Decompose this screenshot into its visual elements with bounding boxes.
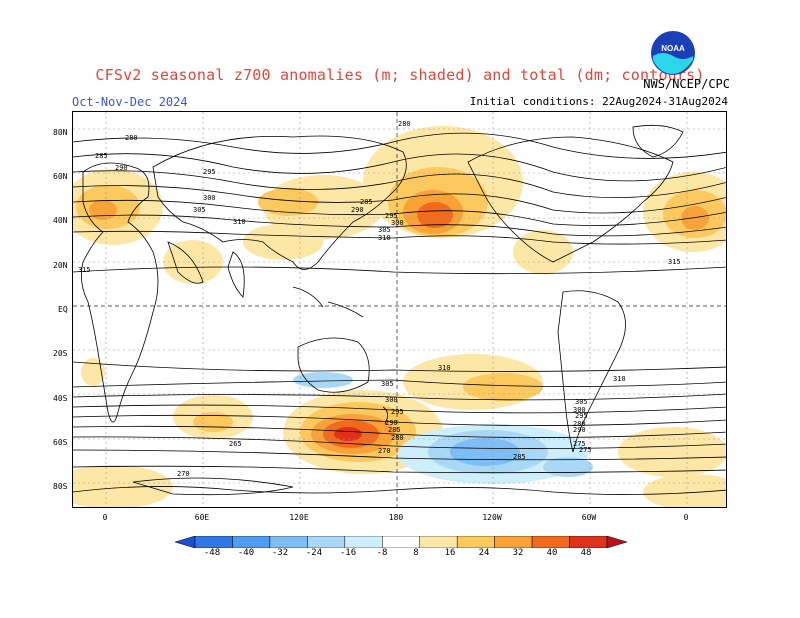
contour-label: 290	[573, 426, 586, 434]
contour-label: 305	[575, 398, 588, 406]
contour-label: 290	[385, 419, 398, 427]
map-panel: 280 285 290 295 300 305 310 315 280 285 …	[72, 111, 727, 508]
lat-label-eq: EQ	[58, 305, 68, 314]
contour-label: 295	[203, 168, 216, 176]
lat-label-80n: 80N	[53, 128, 68, 137]
contour-label: 270	[177, 470, 190, 478]
contour-label: 285	[513, 453, 526, 461]
chart-title: CFSv2 seasonal z700 anomalies (m; shaded…	[95, 66, 705, 84]
colorbar-box	[307, 536, 346, 548]
contour-label: 265	[229, 440, 242, 448]
colorbar-box	[456, 536, 495, 548]
contour-label: 315	[668, 258, 681, 266]
contour-label: 300	[203, 194, 216, 202]
colorbar-box	[531, 536, 570, 548]
colorbar-box	[419, 536, 458, 548]
colorbar-label: 8	[413, 548, 419, 558]
lat-label-60n: 60N	[53, 172, 68, 181]
contour-label: 310	[438, 364, 451, 372]
contour-label: 270	[378, 447, 391, 455]
equator-dateline	[73, 112, 726, 507]
contour-label: 305	[378, 226, 391, 234]
contour-label: 310	[613, 375, 626, 383]
season-label: Oct-Nov-Dec 2024	[72, 95, 188, 109]
map-canvas: 280 285 290 295 300 305 310 315 280 285 …	[73, 112, 726, 507]
negative-anomaly-shading	[293, 372, 593, 484]
contour-label: 285	[388, 426, 401, 434]
contour-label: 275	[579, 446, 592, 454]
logo-text: NOAA	[661, 44, 685, 53]
contour-label: 290	[351, 206, 364, 214]
contour-label: 305	[381, 380, 394, 388]
colorbar-label: -24	[305, 548, 323, 558]
coastlines	[73, 124, 726, 495]
contour-label: 290	[115, 164, 128, 172]
colorbar-box	[569, 536, 608, 548]
lat-label-20n: 20N	[53, 261, 68, 270]
contour-label: 300	[573, 406, 586, 414]
lon-label-0-east: 0	[683, 513, 689, 522]
contour-label: 285	[360, 198, 373, 206]
colorbar-box	[494, 536, 533, 548]
colorbar-box	[344, 536, 383, 548]
lat-label-40n: 40N	[53, 216, 68, 225]
contour-label: 315	[78, 266, 91, 274]
colorbar-label: -48	[203, 548, 221, 558]
contour-label: 280	[398, 120, 411, 128]
colorbar-box	[232, 536, 271, 548]
contour-labels: 280 285 290 295 300 305 310 315 280 285 …	[78, 120, 681, 478]
colorbar-box	[382, 536, 420, 548]
colorbar-label: 24	[478, 548, 490, 558]
lon-label-180: 180	[388, 513, 404, 522]
lat-label-20s: 20S	[53, 349, 68, 358]
colorbar-label: 40	[546, 548, 558, 558]
lat-label-80s: 80S	[53, 482, 68, 491]
colorbar-box	[194, 536, 233, 548]
lon-label-120w: 120W	[482, 513, 502, 522]
colorbar-boxes	[194, 536, 608, 548]
contour-label: 280	[573, 420, 586, 428]
lat-label-40s: 40S	[53, 394, 68, 403]
colorbar	[175, 536, 627, 548]
height-contours	[73, 132, 726, 496]
contour-label: 295	[391, 408, 404, 416]
colorbar-label: -8	[376, 548, 388, 558]
contour-label: 305	[193, 206, 206, 214]
colorbar-label: 32	[512, 548, 524, 558]
contour-label: 310	[233, 218, 246, 226]
colorbar-label: 16	[444, 548, 456, 558]
lat-label-60s: 60S	[53, 438, 68, 447]
lon-label-0: 0	[102, 513, 108, 522]
colorbar-box	[269, 536, 308, 548]
contour-label: 300	[385, 396, 398, 404]
colorbar-right-arrow	[606, 536, 627, 548]
contour-label: 295	[385, 212, 398, 220]
contour-label: 300	[391, 219, 404, 227]
lon-label-60w: 60W	[581, 513, 597, 522]
colorbar-left-arrow	[175, 536, 196, 548]
contour-label: 295	[575, 412, 588, 420]
colorbar-label: -40	[237, 548, 255, 558]
colorbar-label: -16	[339, 548, 357, 558]
agency-label: NWS/NCEP/CPC	[643, 77, 730, 91]
contour-label: 280	[391, 434, 404, 442]
lon-label-120e: 120E	[289, 513, 309, 522]
initial-conditions-label: Initial conditions: 22Aug2024-31Aug2024	[469, 95, 728, 108]
contour-label: 275	[573, 440, 586, 448]
noaa-logo: NOAA	[651, 31, 695, 75]
lon-label-60e: 60E	[194, 513, 210, 522]
contour-label: 280	[125, 134, 138, 142]
contour-label: 285	[95, 152, 108, 160]
colorbar-label: 48	[580, 548, 592, 558]
colorbar-label: -32	[271, 548, 289, 558]
positive-anomaly-shading	[73, 126, 726, 507]
contour-label: 310	[378, 234, 391, 242]
